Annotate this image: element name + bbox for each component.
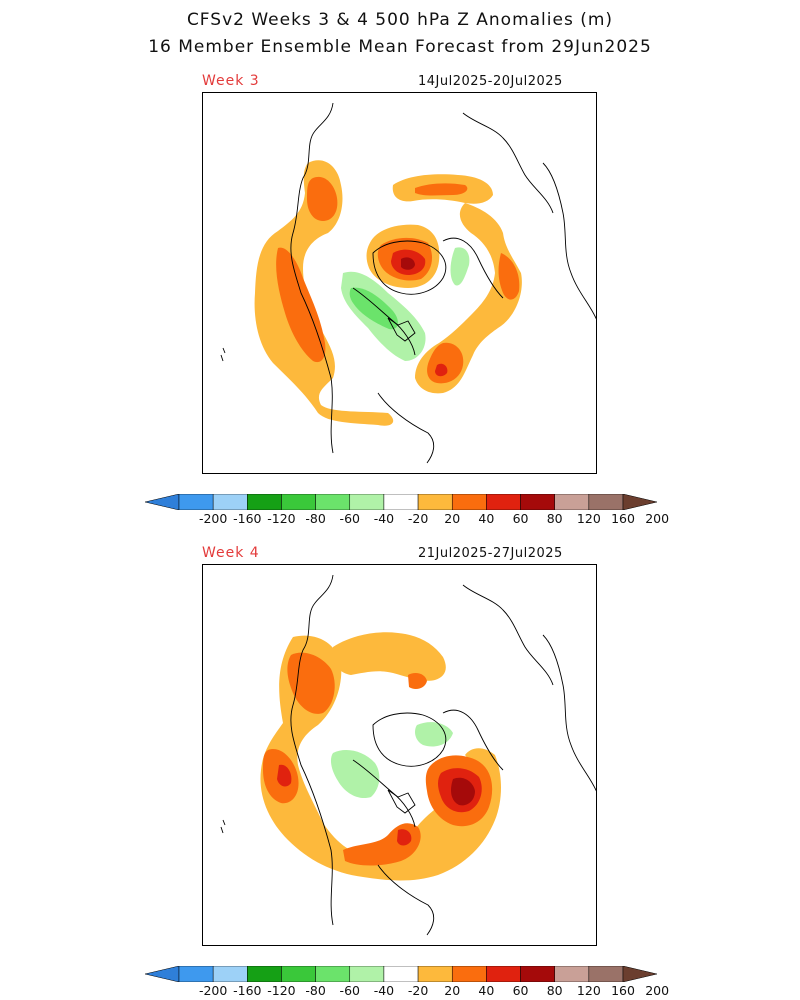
colorbar-tick-label: 120 xyxy=(576,511,601,526)
week4-date-range: 21Jul2025-27Jul2025 xyxy=(418,546,563,561)
positive-anomaly-region xyxy=(401,257,415,270)
colorbar-swatch xyxy=(383,494,419,510)
colorbar-tick-label: -160 xyxy=(233,983,262,998)
week3-colorbar xyxy=(145,494,657,510)
colorbar-swatch xyxy=(247,966,282,982)
colorbar-swatch xyxy=(451,494,487,510)
colorbar-tick-label: 20 xyxy=(444,983,461,998)
colorbar-tick-label: 40 xyxy=(478,511,495,526)
colorbar-tick-label: 160 xyxy=(611,983,635,998)
colorbar-swatch xyxy=(281,494,316,510)
week3-date-range: 14Jul2025-20Jul2025 xyxy=(418,74,563,89)
positive-anomaly-region xyxy=(277,764,292,787)
week3-map xyxy=(202,92,597,474)
colorbar-tick-label: 60 xyxy=(512,511,529,526)
colorbar-swatch xyxy=(417,966,453,982)
positive-anomaly-region xyxy=(498,253,520,300)
colorbar-tick-label: -80 xyxy=(305,511,326,526)
colorbar-swatch xyxy=(486,966,521,982)
positive-anomaly-region xyxy=(435,363,448,377)
colorbar-extend-high xyxy=(622,494,657,510)
positive-anomaly-region xyxy=(397,829,412,846)
colorbar-tick-label: 120 xyxy=(576,983,601,998)
week4-colorbar xyxy=(145,966,657,982)
colorbar-swatch xyxy=(588,494,624,510)
positive-anomaly-region xyxy=(307,176,338,221)
week3-map-svg xyxy=(220,102,596,464)
week3-coastlines xyxy=(220,102,596,464)
colorbar-tick-label: -80 xyxy=(305,983,326,998)
colorbar-extend-low xyxy=(145,966,180,982)
colorbar-tick-label: -20 xyxy=(407,983,429,998)
week4-colorbar-labels: -200 -160 -120 -80 -60 -40 -20 20 40 60 80 120 160 20… xyxy=(145,983,669,999)
colorbar-tick-label: -40 xyxy=(373,983,395,998)
colorbar-tick-label: -120 xyxy=(267,511,296,526)
chart-subtitle: 16 Member Ensemble Mean Forecast from 29… xyxy=(148,37,652,57)
colorbar-tick-label: 160 xyxy=(611,511,635,526)
colorbar-tick-label: 80 xyxy=(546,983,563,998)
colorbar-swatch xyxy=(451,966,487,982)
colorbar-swatch xyxy=(417,494,453,510)
colorbar-swatch xyxy=(554,966,590,982)
colorbar-swatch xyxy=(520,966,555,982)
colorbar-tick-label: 200 xyxy=(645,983,670,998)
chart-title: CFSv2 Weeks 3 & 4 500 hPa Z Anomalies (m… xyxy=(186,10,614,30)
colorbar-swatch xyxy=(212,966,248,982)
colorbar-swatch xyxy=(178,966,214,982)
positive-anomaly-region xyxy=(332,632,446,681)
colorbar-swatch xyxy=(588,966,624,982)
colorbar-swatch xyxy=(520,494,555,510)
positive-anomaly-region xyxy=(451,777,475,806)
colorbar-swatch xyxy=(349,966,385,982)
colorbar-extend-low xyxy=(145,494,180,510)
colorbar-swatch xyxy=(315,494,351,510)
week4-anomaly-fields xyxy=(260,632,501,881)
colorbar-tick-label: 20 xyxy=(444,511,461,526)
week3-label: Week 3 xyxy=(202,73,260,89)
colorbar-tick-label: -200 xyxy=(198,983,228,998)
negative-anomaly-region xyxy=(330,750,380,799)
colorbar-tick-label: -60 xyxy=(339,983,360,998)
colorbar-tick-label: -40 xyxy=(373,511,395,526)
positive-anomaly-region xyxy=(415,183,468,196)
colorbar-swatch xyxy=(281,966,316,982)
negative-anomaly-region xyxy=(349,287,398,330)
colorbar-tick-label: -120 xyxy=(267,983,296,998)
colorbar-tick-label: -200 xyxy=(198,511,228,526)
colorbar-tick-label: -160 xyxy=(233,511,262,526)
colorbar-tick-label: 60 xyxy=(512,983,529,998)
week4-label: Week 4 xyxy=(202,545,260,561)
colorbar-swatch xyxy=(383,966,419,982)
colorbar-swatch xyxy=(315,966,351,982)
negative-anomaly-region xyxy=(415,722,453,747)
colorbar-tick-label: 40 xyxy=(478,983,495,998)
colorbar-tick-label: -60 xyxy=(339,511,360,526)
colorbar-tick-label: 200 xyxy=(645,511,670,526)
colorbar-swatch xyxy=(486,494,521,510)
negative-anomaly-region xyxy=(450,247,470,286)
positive-anomaly-region xyxy=(276,247,326,363)
week4-map-svg xyxy=(220,574,596,936)
positive-anomaly-region xyxy=(254,160,394,426)
week3-anomaly-fields xyxy=(254,160,522,426)
colorbar-tick-label: -20 xyxy=(407,511,429,526)
colorbar-swatch xyxy=(178,494,214,510)
colorbar-swatch xyxy=(349,494,385,510)
week4-map xyxy=(202,564,597,946)
week4-coastlines xyxy=(220,574,596,936)
colorbar-swatch xyxy=(247,494,282,510)
colorbar-swatch xyxy=(212,494,248,510)
week3-colorbar-labels: -200 -160 -120 -80 -60 -40 -20 20 40 60 80 120 160 20… xyxy=(145,511,669,527)
colorbar-swatch xyxy=(554,494,590,510)
colorbar-tick-label: 80 xyxy=(546,511,563,526)
colorbar-extend-high xyxy=(622,966,657,982)
positive-anomaly-region xyxy=(408,673,427,689)
